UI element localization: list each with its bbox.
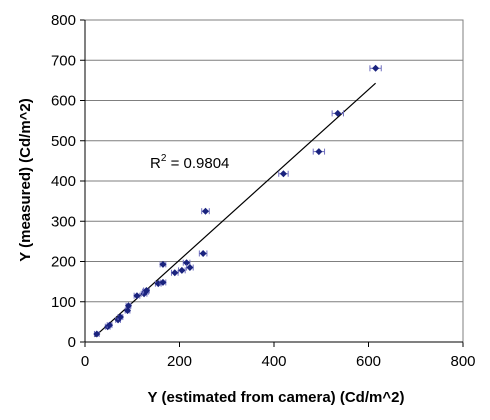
y-tick-label-400: 400 xyxy=(51,173,76,190)
y-tick-label-800: 800 xyxy=(51,12,76,29)
point-marker xyxy=(334,109,342,117)
y-tick-label-0: 0 xyxy=(68,334,76,351)
y-tick-label-500: 500 xyxy=(51,133,76,150)
data-point-8 xyxy=(133,292,141,300)
y-axis-label: Y (measured) (Cd/m^2) xyxy=(17,98,34,262)
axes xyxy=(80,19,464,347)
r-squared-annotation: R2 = 0.9804 xyxy=(150,153,229,172)
point-marker xyxy=(116,313,124,321)
y-tick-label-600: 600 xyxy=(51,93,76,110)
point-marker xyxy=(279,170,287,178)
data-point-5 xyxy=(116,313,124,321)
point-marker xyxy=(159,278,167,286)
x-tick-label-0: 0 xyxy=(81,353,89,370)
x-tick-label-800: 800 xyxy=(450,353,475,370)
point-marker xyxy=(178,266,186,274)
tick-labels: 0 100 200 300 400 500 600 700 800 0 200 400 600 800 xyxy=(51,12,476,370)
data-point-24 xyxy=(369,64,382,72)
data-point-22 xyxy=(312,148,326,156)
data-point-23 xyxy=(331,109,344,117)
x-tick-label-200: 200 xyxy=(167,353,192,370)
data-points xyxy=(93,64,382,338)
point-marker xyxy=(372,64,380,72)
data-point-3 xyxy=(106,321,114,329)
data-point-14 xyxy=(159,260,167,268)
point-marker xyxy=(159,260,167,268)
data-point-15 xyxy=(170,269,179,277)
data-point-11 xyxy=(142,286,150,294)
y-tick-label-300: 300 xyxy=(51,213,76,230)
point-marker xyxy=(124,307,132,315)
data-point-18 xyxy=(186,264,194,272)
point-marker xyxy=(142,286,150,294)
point-marker xyxy=(93,330,101,338)
r-squared-value: = 0.9804 xyxy=(166,155,229,172)
data-point-1 xyxy=(93,330,101,338)
point-marker xyxy=(124,302,132,310)
point-marker xyxy=(183,259,191,267)
y-tick-label-700: 700 xyxy=(51,52,76,69)
data-point-7 xyxy=(124,302,132,310)
x-tick-label-400: 400 xyxy=(261,353,286,370)
data-point-13 xyxy=(159,278,167,286)
data-point-20 xyxy=(201,207,210,215)
point-marker xyxy=(133,292,141,300)
y-tick-label-100: 100 xyxy=(51,294,76,311)
r-squared-superscript: 2 xyxy=(161,153,167,164)
x-tick-label-600: 600 xyxy=(356,353,381,370)
point-marker xyxy=(315,148,323,156)
x-axis-label: Y (estimated from camera) (Cd/m^2) xyxy=(148,389,405,406)
point-marker xyxy=(201,207,209,215)
point-marker xyxy=(186,264,194,272)
data-point-6 xyxy=(124,307,132,315)
r-squared-prefix: R xyxy=(150,155,161,172)
data-point-19 xyxy=(198,249,208,257)
data-point-16 xyxy=(178,266,186,274)
point-marker xyxy=(106,321,114,329)
grid-lines xyxy=(85,19,463,303)
data-point-21 xyxy=(278,170,289,178)
point-marker xyxy=(199,249,207,257)
y-tick-label-200: 200 xyxy=(51,254,76,271)
point-marker xyxy=(171,269,179,277)
